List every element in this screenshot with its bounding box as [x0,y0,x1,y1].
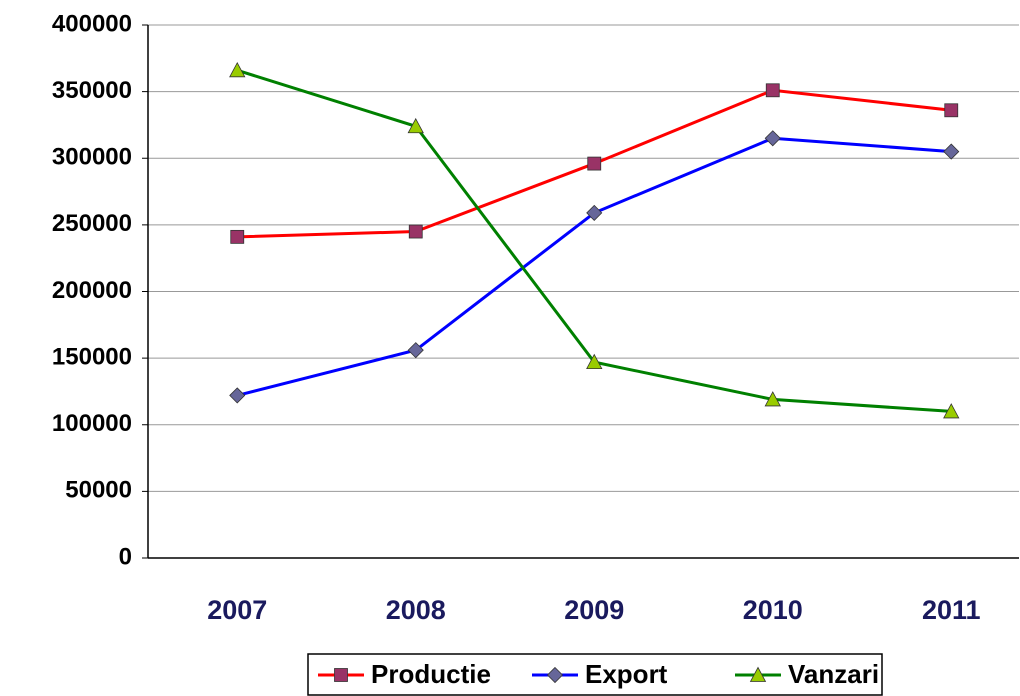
y-tick-label: 350000 [52,77,132,104]
y-tick-label: 0 [119,543,132,570]
x-tick-label: 2008 [386,595,446,625]
legend-marker [749,666,767,682]
marker [586,353,603,370]
legend-box [307,653,883,696]
y-tick-label: 200000 [52,277,132,304]
y-tick-label: 50000 [65,477,132,504]
marker [230,229,245,244]
marker [765,83,780,98]
marker [764,130,781,147]
legend-label: Productie [371,659,491,689]
marker [408,224,423,239]
marker [586,204,603,221]
marker [944,103,959,118]
y-tick-label: 300000 [52,144,132,171]
marker [229,61,246,78]
y-tick-label: 250000 [52,210,132,237]
legend-label: Vanzari [788,659,879,689]
x-tick-label: 2010 [743,595,803,625]
y-tick-label: 100000 [52,410,132,437]
y-tick-label: 400000 [52,10,132,37]
x-tick-label: 2007 [207,595,267,625]
legend-marker [546,666,564,684]
marker [407,342,424,359]
marker [943,403,960,419]
legend-marker [334,668,348,682]
x-tick-label: 2009 [564,595,624,625]
y-tick-label: 150000 [52,343,132,370]
legend-label: Export [585,659,668,689]
marker [229,387,246,404]
x-tick-label: 2011 [922,595,981,625]
marker [764,391,781,407]
marker [943,143,960,160]
marker [587,156,602,171]
marker [407,117,424,134]
